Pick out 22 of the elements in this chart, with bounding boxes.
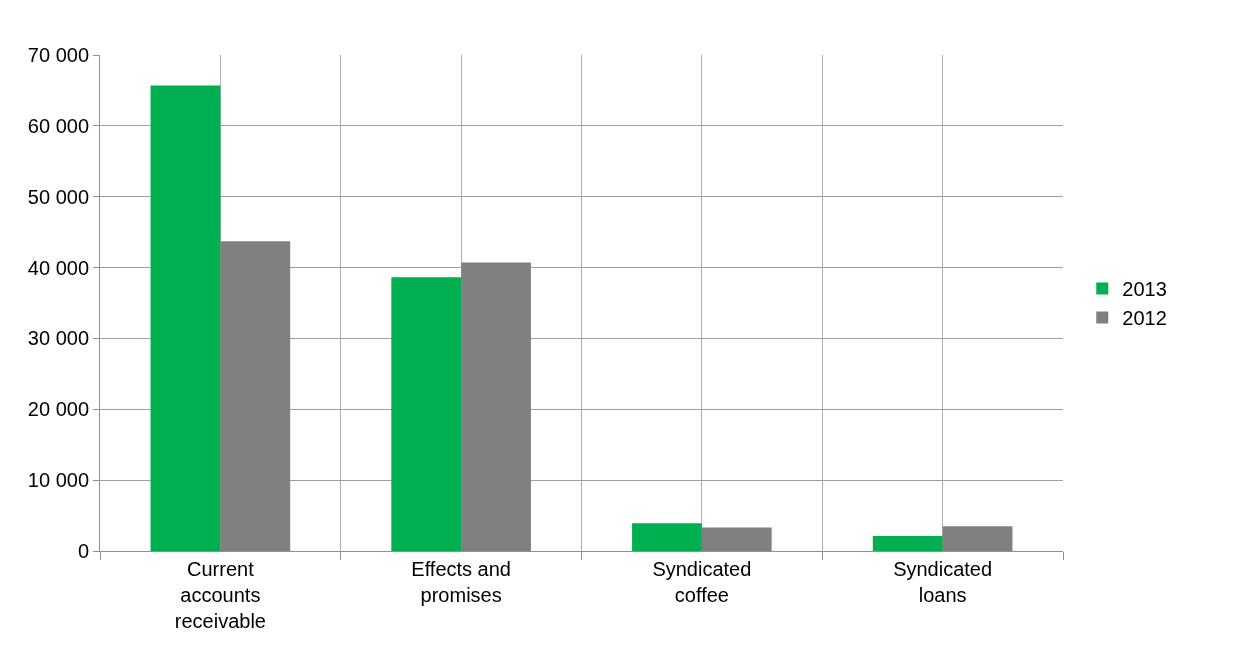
bar (391, 277, 462, 551)
y-tick-label: 70 000 (27, 44, 89, 66)
x-tick-label: Effects and promises (411, 558, 511, 606)
bar (632, 523, 702, 551)
x-tick-label: Current accounts receivable (174, 558, 266, 632)
y-tick-label: 30 000 (27, 327, 89, 350)
bar (461, 262, 531, 551)
bar (220, 241, 291, 551)
y-tick-label: 40 000 (27, 256, 89, 279)
bar (150, 85, 221, 551)
y-tick-label: 60 000 (27, 114, 89, 137)
y-tick-label: 20 000 (27, 398, 89, 421)
y-tick-label: 10 000 (27, 469, 89, 492)
bar (701, 527, 772, 551)
legend-label: 2013 (1122, 278, 1167, 301)
y-tick-label: 50 000 (27, 185, 89, 208)
bar (872, 536, 943, 551)
y-tick-label: 0 (77, 540, 89, 562)
x-tick-label: Syndicated loans (893, 558, 993, 606)
x-tick-label: Syndicated coffee (652, 558, 752, 606)
legend-label: 2012 (1122, 307, 1167, 330)
bar (942, 526, 1013, 551)
